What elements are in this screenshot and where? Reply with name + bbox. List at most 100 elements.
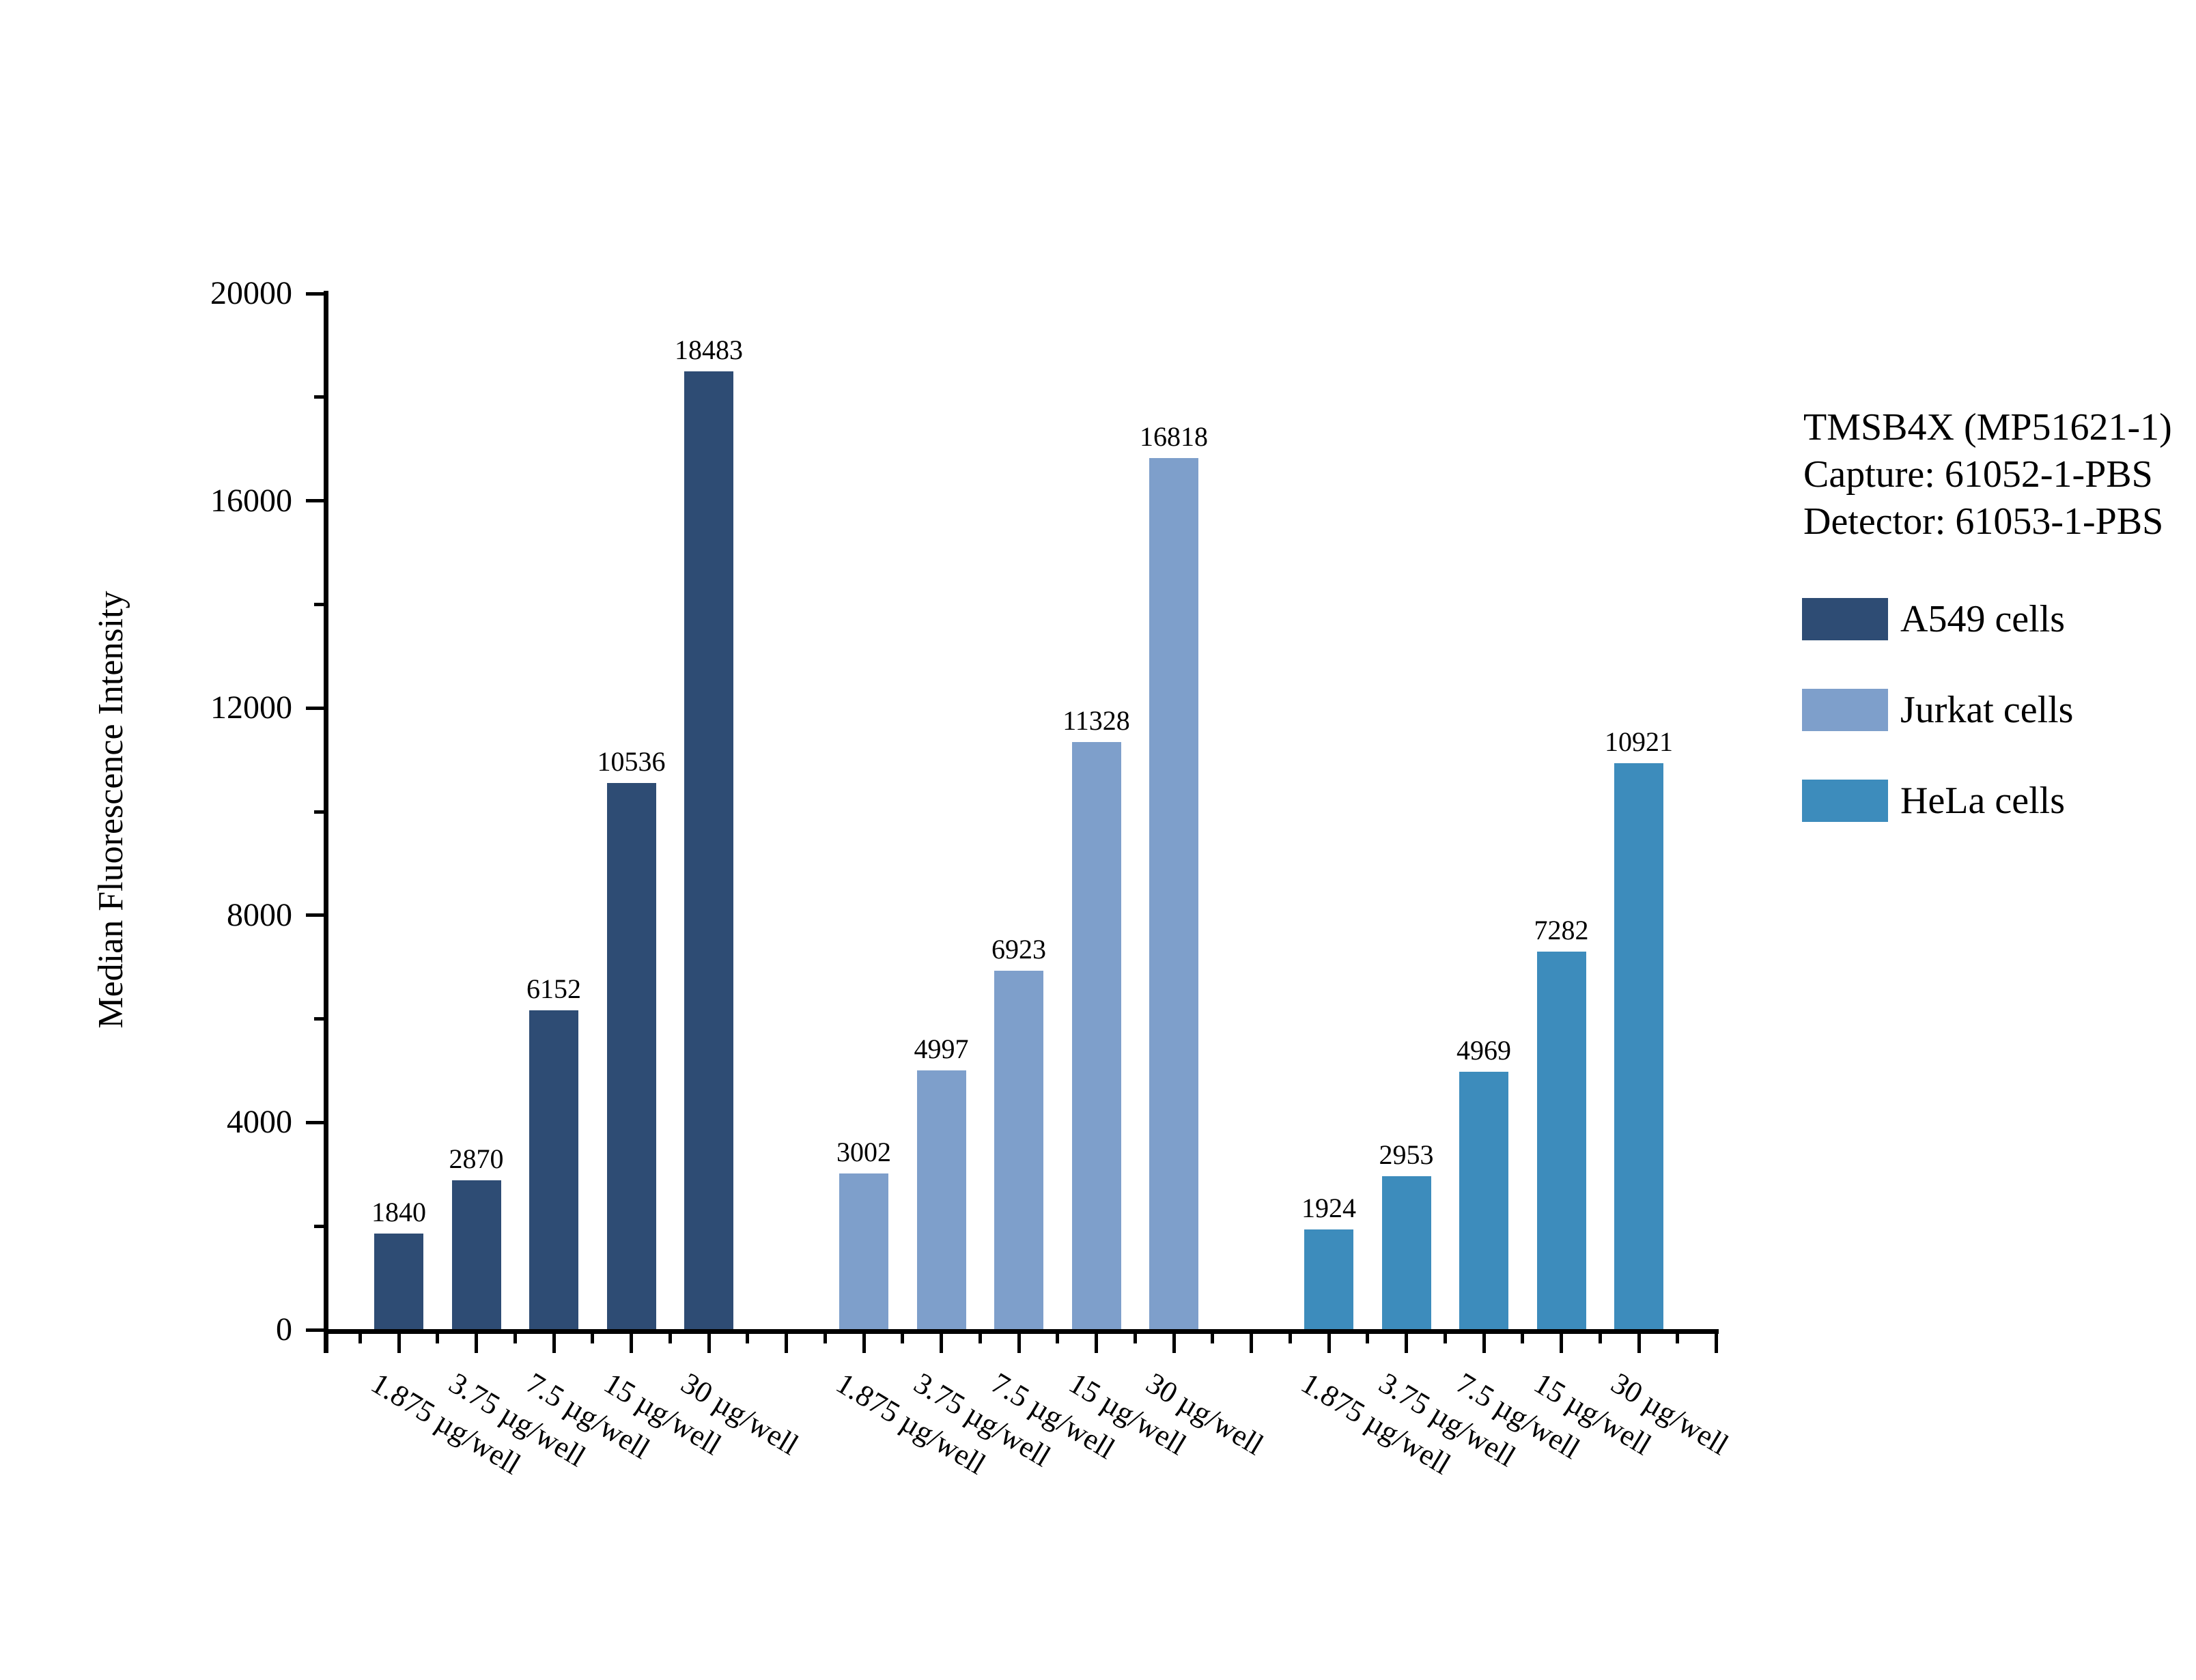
bar-value-label: 2953 bbox=[1379, 1139, 1434, 1170]
y-tick-label: 20000 bbox=[210, 275, 292, 311]
x-minor-tick bbox=[513, 1334, 517, 1343]
bar bbox=[529, 1010, 578, 1329]
y-minor-tick bbox=[314, 395, 324, 399]
x-major-tick bbox=[785, 1334, 788, 1353]
legend-header: TMSB4X (MP51621-1) Capture: 61052-1-PBS … bbox=[1803, 404, 2172, 545]
legend-swatch-a549 bbox=[1802, 598, 1888, 640]
y-minor-tick bbox=[314, 602, 324, 606]
bar-value-label: 6152 bbox=[526, 973, 581, 1004]
y-minor-tick bbox=[314, 810, 324, 814]
bar-value-label: 10536 bbox=[597, 746, 666, 777]
bar-value-label: 1924 bbox=[1301, 1193, 1356, 1223]
y-minor-tick bbox=[314, 1224, 324, 1228]
legend: TMSB4X (MP51621-1) Capture: 61052-1-PBS … bbox=[1802, 404, 2172, 822]
legend-label-a549: A549 cells bbox=[1900, 598, 2066, 640]
x-major-tick bbox=[552, 1334, 556, 1353]
x-minor-tick bbox=[823, 1334, 827, 1343]
legend-item-a549: A549 cells bbox=[1802, 598, 2073, 640]
x-minor-tick bbox=[358, 1334, 362, 1343]
bar bbox=[1381, 1176, 1431, 1329]
bar-value-label: 7282 bbox=[1534, 915, 1589, 945]
bar-value-label: 1840 bbox=[371, 1197, 426, 1227]
y-major-tick bbox=[306, 1328, 324, 1332]
bar bbox=[1459, 1072, 1508, 1329]
x-minor-tick bbox=[1056, 1334, 1060, 1343]
bar bbox=[1304, 1229, 1353, 1329]
x-minor-tick bbox=[1676, 1334, 1680, 1343]
x-minor-tick bbox=[1211, 1334, 1215, 1343]
y-tick-label: 4000 bbox=[227, 1104, 292, 1141]
x-minor-tick bbox=[1366, 1334, 1370, 1343]
y-major-tick bbox=[306, 499, 324, 503]
x-minor-tick bbox=[591, 1334, 595, 1343]
x-major-tick bbox=[862, 1334, 866, 1353]
x-major-tick bbox=[397, 1334, 401, 1353]
y-tick-label: 16000 bbox=[210, 482, 292, 519]
x-minor-tick bbox=[1598, 1334, 1602, 1343]
x-major-tick bbox=[707, 1334, 711, 1353]
bar-value-label: 4997 bbox=[914, 1034, 969, 1064]
legend-items: A549 cells Jurkat cells HeLa cells bbox=[1802, 598, 2073, 870]
bar-value-label: 10921 bbox=[1605, 726, 1673, 757]
bar bbox=[1614, 763, 1663, 1329]
legend-label-hela: HeLa cells bbox=[1900, 780, 2065, 822]
x-minor-tick bbox=[1521, 1334, 1525, 1343]
x-minor-tick bbox=[1288, 1334, 1292, 1343]
bar bbox=[994, 971, 1043, 1329]
legend-detector-line: Detector: 61053-1-PBS bbox=[1803, 500, 2164, 543]
bar-value-label: 4969 bbox=[1456, 1035, 1511, 1066]
x-major-tick bbox=[475, 1334, 478, 1353]
legend-title-line: TMSB4X (MP51621-1) bbox=[1803, 406, 2172, 449]
y-major-tick bbox=[306, 706, 324, 710]
bar bbox=[684, 371, 733, 1329]
x-major-tick bbox=[940, 1334, 943, 1353]
y-major-tick bbox=[306, 1120, 324, 1124]
bar-value-label: 2870 bbox=[449, 1143, 504, 1174]
x-minor-tick bbox=[1133, 1334, 1137, 1343]
x-major-tick bbox=[1405, 1334, 1408, 1353]
y-axis-line bbox=[324, 291, 328, 1353]
legend-swatch-jurkat bbox=[1802, 689, 1888, 731]
x-major-tick bbox=[630, 1334, 633, 1353]
bar bbox=[1149, 458, 1198, 1329]
x-minor-tick bbox=[746, 1334, 750, 1343]
legend-item-jurkat: Jurkat cells bbox=[1802, 689, 2073, 731]
legend-swatch-hela bbox=[1802, 780, 1888, 822]
x-major-tick bbox=[1172, 1334, 1176, 1353]
y-minor-tick bbox=[314, 1017, 324, 1021]
x-major-tick bbox=[1637, 1334, 1641, 1353]
legend-item-hela: HeLa cells bbox=[1802, 780, 2073, 822]
bar bbox=[1536, 952, 1586, 1329]
y-tick-label: 12000 bbox=[210, 689, 292, 726]
x-axis-line bbox=[324, 1329, 1719, 1334]
bar bbox=[451, 1180, 501, 1329]
x-minor-tick bbox=[668, 1334, 672, 1343]
x-major-tick bbox=[1560, 1334, 1563, 1353]
y-axis-title: Median Fluorescence Intensity bbox=[92, 590, 130, 1029]
bar-value-label: 11328 bbox=[1062, 705, 1130, 736]
x-minor-tick bbox=[978, 1334, 982, 1343]
x-major-tick bbox=[1095, 1334, 1098, 1353]
x-minor-tick bbox=[901, 1334, 905, 1343]
bar-value-label: 3002 bbox=[836, 1137, 891, 1167]
bar-value-label: 6923 bbox=[991, 934, 1046, 965]
x-minor-tick bbox=[436, 1334, 440, 1343]
y-major-tick bbox=[306, 913, 324, 917]
bar bbox=[1071, 742, 1121, 1329]
bar bbox=[374, 1234, 423, 1329]
bar-value-label: 16818 bbox=[1140, 421, 1208, 452]
legend-capture-line: Capture: 61052-1-PBS bbox=[1803, 453, 2153, 496]
x-major-tick bbox=[1482, 1334, 1486, 1353]
y-major-tick bbox=[306, 291, 324, 296]
x-minor-tick bbox=[1443, 1334, 1447, 1343]
y-tick-label: 0 bbox=[276, 1311, 292, 1348]
x-major-tick bbox=[1250, 1334, 1253, 1353]
x-major-tick bbox=[1017, 1334, 1021, 1353]
bar-value-label: 18483 bbox=[675, 334, 743, 365]
bar bbox=[839, 1173, 888, 1329]
y-tick-label: 8000 bbox=[227, 896, 292, 933]
bar bbox=[916, 1070, 966, 1329]
x-major-tick bbox=[1327, 1334, 1331, 1353]
